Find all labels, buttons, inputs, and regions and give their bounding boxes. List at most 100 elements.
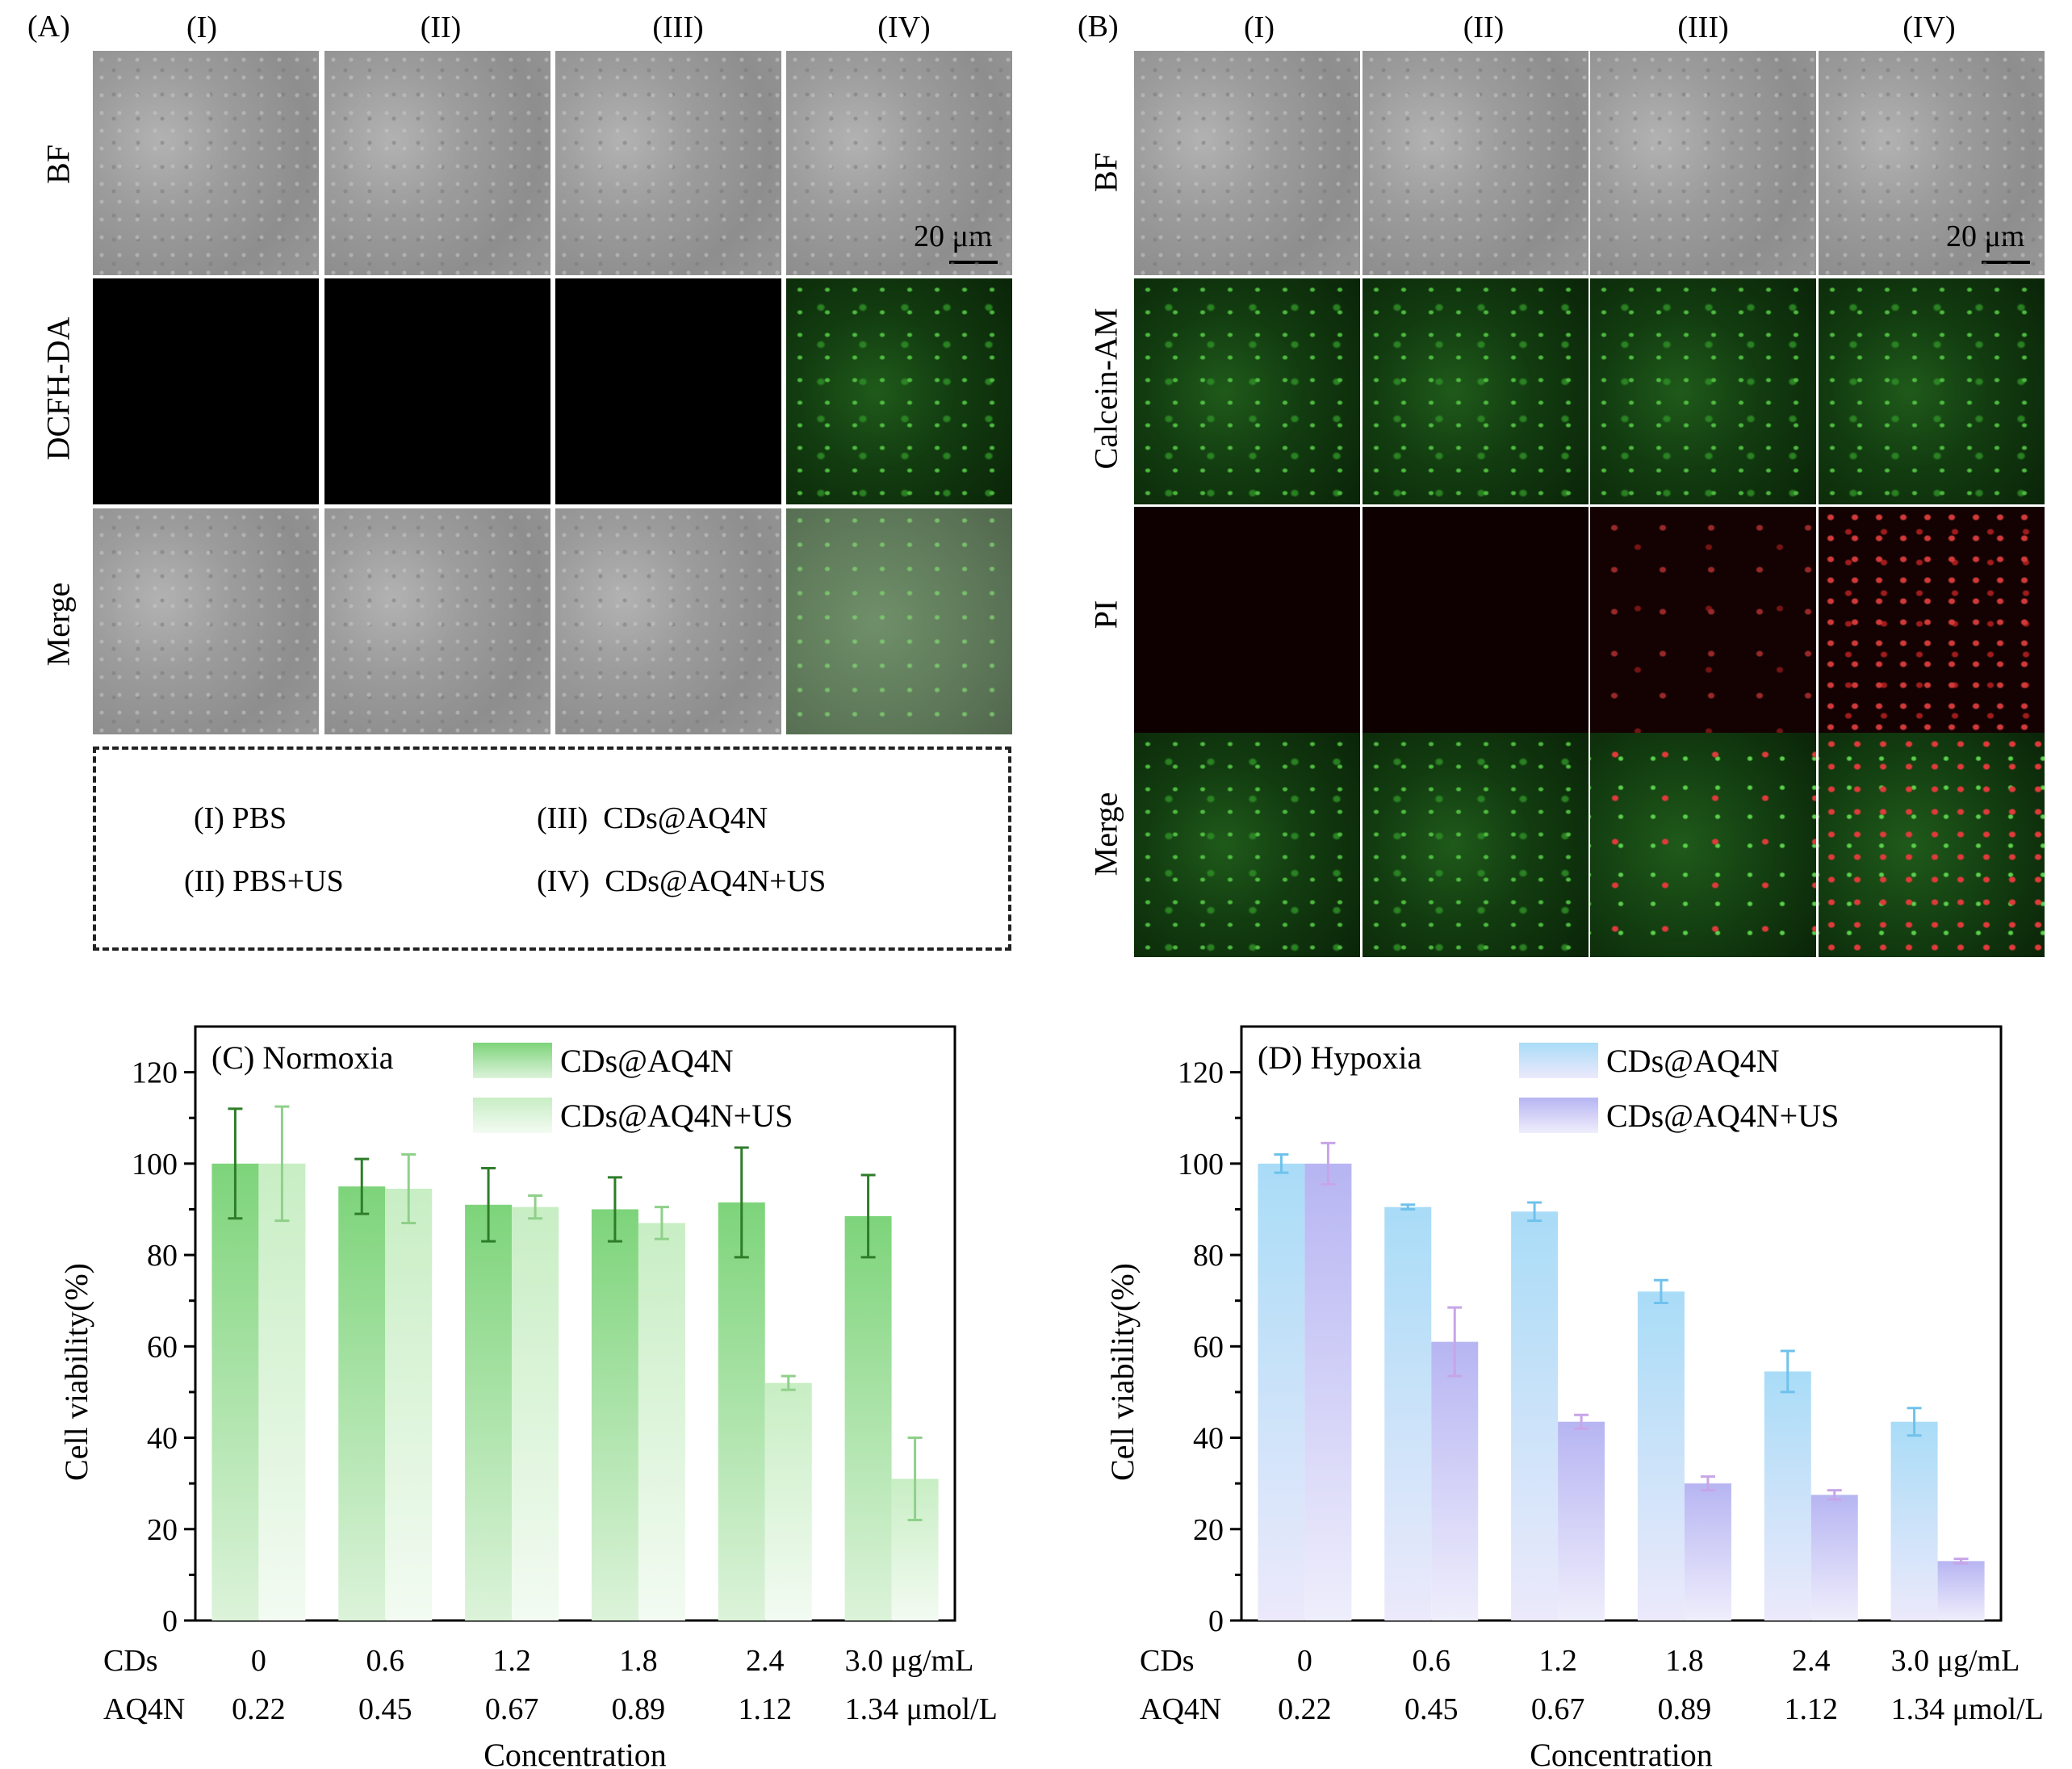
bar-d-s1-5: [1890, 1421, 1938, 1621]
legend-swatch-c-1: [473, 1043, 552, 1078]
y-axis-label-c: Cell viability(%): [58, 1263, 94, 1481]
x-aq4n-label-c-0: 0.22: [232, 1692, 286, 1726]
panel-b-col-1: (I): [1244, 10, 1275, 44]
image-b-bf-3: [1590, 51, 1816, 275]
bar-d-s1-0: [1258, 1163, 1305, 1621]
image-a-bf-4: 20 μm: [786, 51, 1012, 275]
image-a-bf-2: [324, 51, 550, 275]
x-axis-label-d: Concentration: [1530, 1737, 1713, 1769]
image-b-merge-1: [1134, 733, 1360, 957]
image-b-merge-4: [1819, 733, 2045, 957]
legend-label-d-2: CDs@AQ4N+US: [1606, 1098, 1839, 1134]
x-aq4n-label-d-0: 0.22: [1278, 1692, 1332, 1726]
bar-d-s2-5: [1937, 1561, 1985, 1621]
image-b-pi-2: [1362, 507, 1589, 733]
bar-d-s1-2: [1511, 1211, 1559, 1621]
x-aq4n-label-c-1: 0.45: [358, 1692, 412, 1726]
row-label-aq4n-d: AQ4N: [1140, 1692, 1221, 1726]
y-tick-label-c-1: 20: [147, 1513, 178, 1547]
y-tick-label-d-4: 80: [1193, 1239, 1224, 1273]
image-b-bf-4: 20 μm: [1819, 51, 2045, 275]
image-a-merge-3: [555, 508, 781, 734]
y-tick-label-c-5: 100: [132, 1148, 178, 1181]
chart-d: 0 20 40 60 80 100 120 Cell viability(%) 0 0.22 0.6…: [1104, 1025, 2044, 1769]
x-cds-label-c-1: 0.6: [366, 1644, 405, 1678]
legend-label-c-1: CDs@AQ4N: [560, 1043, 734, 1079]
image-b-pi-4: [1819, 507, 2045, 733]
image-a-dcfh-4: [786, 278, 1012, 504]
image-b-calcein-1: [1134, 278, 1360, 504]
image-b-calcein-3: [1590, 278, 1816, 504]
x-cds-label-d-2: 1.2: [1538, 1644, 1577, 1678]
x-cds-label-c-5: 3.0 μg/mL: [845, 1644, 974, 1678]
row-label-cds-c: CDs: [103, 1644, 158, 1678]
row-label-aq4n-c: AQ4N: [103, 1692, 185, 1726]
bar-c-s2-1: [385, 1188, 433, 1621]
legend-swatch-d-2: [1519, 1098, 1598, 1133]
y-tick-label-d-1: 20: [1193, 1513, 1224, 1547]
y-tick-label-d-0: 0: [1208, 1604, 1224, 1638]
panel-title-c: (C) Normoxia: [211, 1039, 394, 1076]
panel-b-col-3: (III): [1677, 10, 1729, 44]
image-b-bf-1: [1134, 51, 1360, 275]
bar-c-s2-4: [764, 1382, 812, 1621]
legend-label-d-1: CDs@AQ4N: [1606, 1043, 1780, 1079]
x-cds-label-c-3: 1.8: [619, 1644, 658, 1678]
y-tick-label-c-3: 60: [147, 1330, 178, 1364]
bar-c-s1-5: [844, 1215, 892, 1621]
bar-d-s1-3: [1637, 1291, 1685, 1621]
x-aq4n-label-c-2: 0.67: [485, 1692, 539, 1726]
bar-c-s2-3: [638, 1223, 685, 1621]
y-tick-label-d-6: 120: [1178, 1056, 1224, 1090]
y-tick-label-d-5: 100: [1178, 1148, 1224, 1181]
x-aq4n-label-d-2: 0.67: [1531, 1692, 1585, 1726]
x-aq4n-label-d-5: 1.34 μmol/L: [1891, 1692, 2044, 1726]
image-a-merge-1: [93, 508, 319, 734]
panel-a-col-4: (IV): [877, 10, 931, 44]
group-legend-box: [93, 746, 1011, 951]
x-aq4n-label-d-4: 1.12: [1785, 1692, 1839, 1726]
bar-d-s2-1: [1431, 1341, 1479, 1621]
y-tick-label-c-2: 40: [147, 1422, 178, 1456]
image-b-pi-3: [1590, 507, 1816, 733]
x-cds-label-c-2: 1.2: [492, 1644, 531, 1678]
bar-c-s1-3: [591, 1209, 638, 1621]
image-a-merge-4: [786, 508, 1012, 734]
image-b-merge-2: [1362, 733, 1589, 957]
image-a-bf-1: [93, 51, 319, 275]
x-cds-label-c-0: 0: [251, 1644, 266, 1678]
panel-a-col-3: (III): [652, 10, 704, 44]
panel-b-letter: (B): [1078, 10, 1119, 44]
y-tick-label-d-3: 60: [1193, 1330, 1224, 1364]
image-a-dcfh-2: [324, 278, 550, 504]
x-axis-label-c: Concentration: [483, 1737, 667, 1769]
panel-a-col-1: (I): [186, 10, 217, 44]
x-cds-label-d-3: 1.8: [1665, 1644, 1704, 1678]
y-tick-label-c-4: 80: [147, 1239, 178, 1273]
legend-label-c-2: CDs@AQ4N+US: [560, 1098, 793, 1134]
bar-c-s2-0: [258, 1163, 306, 1621]
image-a-merge-2: [324, 508, 550, 734]
panel-a-col-2: (II): [420, 10, 462, 44]
bar-d-s1-1: [1384, 1207, 1432, 1621]
x-aq4n-label-d-3: 0.89: [1658, 1692, 1712, 1726]
bar-d-s2-4: [1810, 1495, 1858, 1621]
image-a-dcfh-1: [93, 278, 319, 504]
plot-frame-d: [1240, 1025, 2003, 1622]
panel-b-col-4: (IV): [1902, 10, 1956, 44]
row-label-cds-d: CDs: [1140, 1644, 1195, 1678]
x-cds-label-d-1: 0.6: [1413, 1644, 1451, 1678]
bar-d-s2-2: [1558, 1421, 1605, 1621]
legend-group-iii: (III) CDs@AQ4N: [537, 801, 768, 835]
legend-swatch-d-1: [1519, 1043, 1598, 1078]
image-b-merge-3: [1590, 733, 1816, 957]
panel-b-col-2: (II): [1463, 10, 1505, 44]
bar-c-s1-4: [718, 1202, 765, 1621]
x-aq4n-label-c-3: 0.89: [612, 1692, 666, 1726]
bar-d-s1-4: [1764, 1371, 1811, 1621]
plot-frame-c: [194, 1025, 956, 1622]
legend-group-i: (I) PBS: [194, 801, 287, 835]
legend-group-iv: (IV) CDs@AQ4N+US: [537, 864, 827, 898]
